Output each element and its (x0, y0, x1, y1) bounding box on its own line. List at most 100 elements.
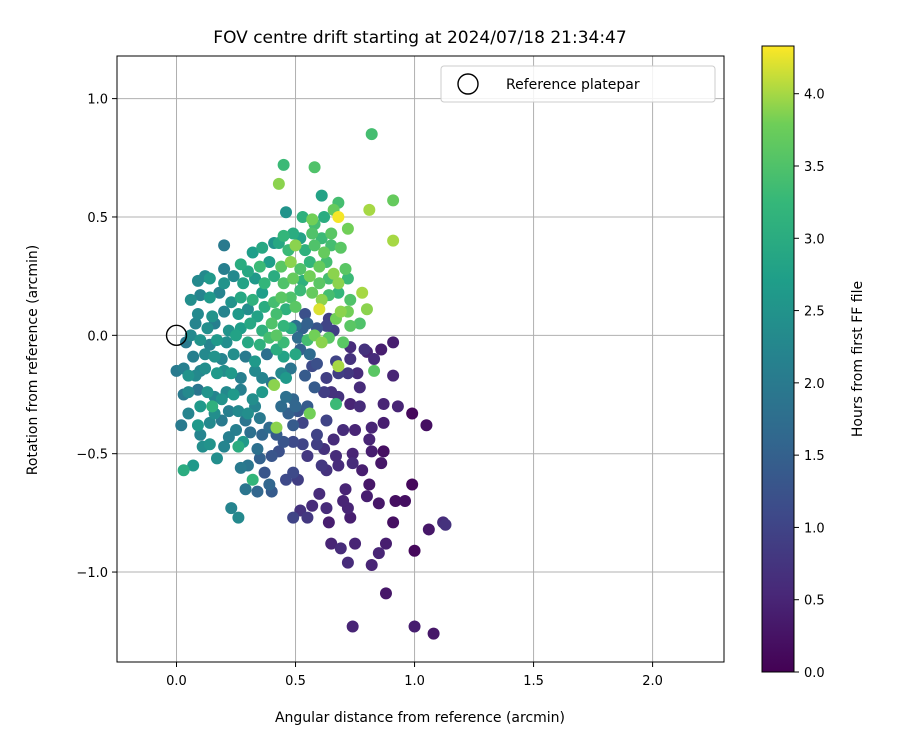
data-point (325, 537, 338, 550)
data-point (313, 303, 326, 316)
data-point (327, 433, 340, 446)
data-point (341, 367, 354, 380)
data-point (334, 305, 347, 318)
data-point (194, 289, 207, 302)
data-point (325, 227, 338, 240)
y-tick-label: 0.0 (87, 329, 108, 344)
data-point (270, 308, 283, 321)
data-point (270, 421, 283, 434)
data-point (365, 558, 378, 571)
data-point (310, 438, 323, 451)
legend-label: Reference platepar (506, 77, 640, 93)
colorbar-tick-label: 3.5 (804, 160, 825, 175)
y-tick-label: 0.5 (87, 211, 108, 226)
data-point (246, 393, 259, 406)
y-axis-label: Rotation from reference (arcmin) (25, 245, 41, 475)
data-point (232, 511, 245, 524)
data-point (241, 407, 254, 420)
x-tick-label: 1.5 (523, 674, 544, 689)
data-point (301, 511, 314, 524)
data-point (341, 556, 354, 569)
data-point (218, 277, 231, 290)
data-point (287, 227, 300, 240)
data-point (291, 331, 304, 344)
data-point (234, 371, 247, 384)
x-axis-label: Angular distance from reference (arcmin) (275, 710, 565, 726)
data-point (408, 620, 421, 633)
data-point (184, 293, 197, 306)
data-point (244, 426, 257, 439)
legend-box (440, 65, 716, 103)
data-point (363, 203, 376, 216)
data-point (253, 338, 266, 351)
data-point (387, 234, 400, 247)
data-point (365, 445, 378, 458)
data-point (303, 348, 316, 361)
data-point (315, 336, 328, 349)
data-point (306, 286, 319, 299)
data-point (218, 239, 231, 252)
data-point (246, 473, 259, 486)
data-point (322, 516, 335, 529)
data-point (306, 499, 319, 512)
data-point (260, 348, 273, 361)
data-point (203, 272, 216, 285)
data-point (253, 412, 266, 425)
data-point (318, 386, 331, 399)
data-point (187, 459, 200, 472)
data-point (194, 400, 207, 413)
data-point (287, 272, 300, 285)
data-point (301, 317, 314, 330)
data-point (272, 177, 285, 190)
data-point (372, 547, 385, 560)
data-point (263, 255, 276, 268)
data-point (332, 277, 345, 290)
colorbar-tick-label: 4.0 (804, 88, 825, 103)
data-point (265, 317, 278, 330)
y-tick-label: 1.0 (87, 93, 108, 108)
data-point (270, 329, 283, 342)
data-point (203, 438, 216, 451)
data-point (391, 400, 404, 413)
x-tick-label: 0.5 (285, 674, 306, 689)
data-point (277, 229, 290, 242)
data-point (277, 277, 290, 290)
data-point (310, 357, 323, 370)
data-point (353, 400, 366, 413)
data-point (332, 459, 345, 472)
colorbar-tick-label: 0.5 (804, 594, 825, 609)
data-point (189, 317, 202, 330)
data-point (230, 329, 243, 342)
data-point (275, 400, 288, 413)
data-point (256, 386, 269, 399)
data-point (225, 502, 238, 515)
data-point (308, 239, 321, 252)
data-point (199, 362, 212, 375)
x-tick-label: 0.0 (166, 674, 187, 689)
y-tick-label: −1.0 (76, 566, 108, 581)
y-axis-ticks: 1.0 0.5 0.0 −0.5 −1.0 (76, 93, 117, 581)
data-point (368, 353, 381, 365)
data-point (194, 334, 207, 347)
data-point (246, 246, 259, 259)
colorbar-tick-label: 2.5 (804, 305, 825, 320)
data-point (372, 497, 385, 510)
data-point (303, 270, 316, 283)
plot-frame (116, 55, 725, 663)
colorbar-tick-label: 3.0 (804, 232, 825, 247)
data-point (289, 348, 302, 361)
data-point (175, 419, 188, 432)
data-point (280, 371, 293, 384)
data-point (256, 286, 269, 299)
data-point (329, 450, 342, 463)
data-point (241, 336, 254, 349)
data-point (258, 300, 271, 313)
reference-platepar-marker (165, 324, 188, 347)
data-point (253, 260, 266, 273)
data-point (289, 239, 302, 252)
data-point (246, 293, 259, 306)
colorbar-tick-label: 1.5 (804, 449, 825, 464)
colorbar-gradient (761, 45, 795, 673)
data-point (332, 210, 345, 223)
